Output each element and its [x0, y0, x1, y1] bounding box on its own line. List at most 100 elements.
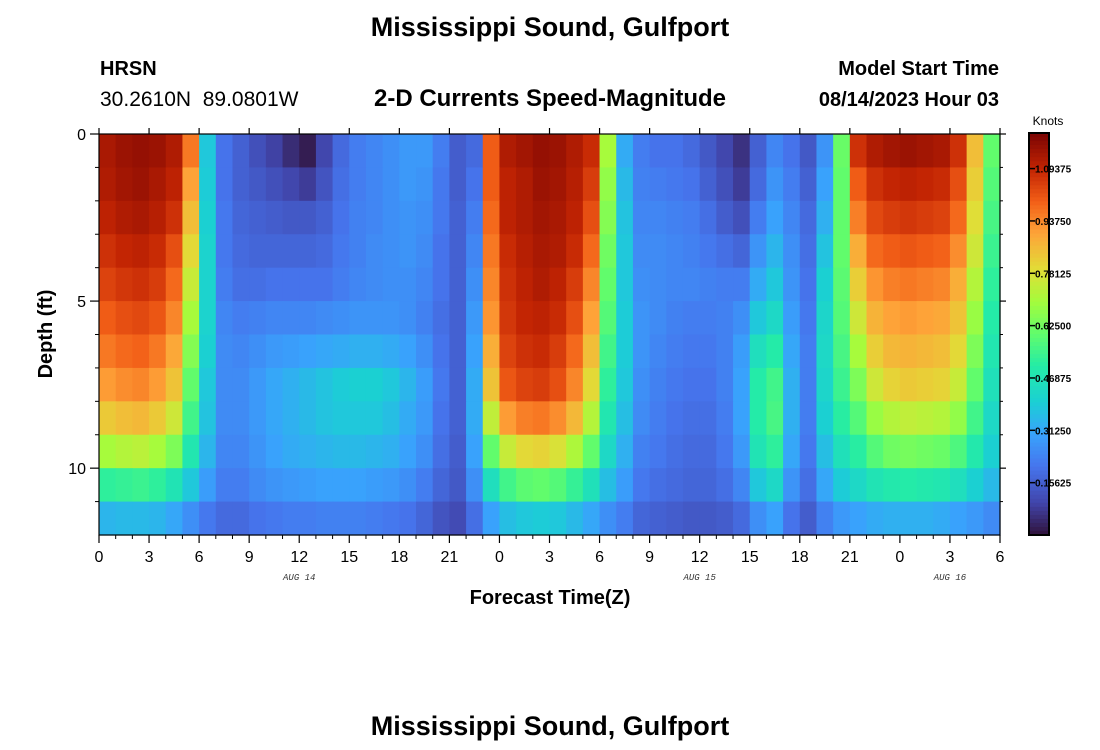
heatmap-cell: [883, 434, 901, 469]
heatmap-cell: [766, 468, 784, 503]
colorbar-segment: [1029, 193, 1049, 198]
heatmap-cell: [799, 434, 818, 469]
colorbar-segment: [1029, 261, 1049, 267]
heatmap-cell: [332, 301, 350, 336]
heatmap-cell: [399, 468, 417, 503]
heatmap-cell: [482, 301, 501, 336]
colorbar-segment: [1029, 293, 1049, 299]
heatmap-cell: [699, 334, 717, 369]
heatmap-cell: [165, 234, 184, 269]
heatmap-cell: [666, 334, 684, 369]
colorbar-segment: [1029, 518, 1049, 524]
heatmap-cell: [866, 468, 884, 503]
heatmap-cell: [899, 167, 918, 202]
heatmap-cell: [966, 434, 984, 469]
heatmap-cell: [482, 234, 501, 269]
heatmap-cell: [466, 501, 484, 536]
colorbar-segment: [1029, 450, 1049, 456]
heatmap-cell: [449, 501, 467, 536]
heatmap-cell: [866, 167, 884, 202]
heatmap-cell: [199, 200, 217, 235]
heatmap-cell: [532, 434, 551, 469]
heatmap-cell: [499, 468, 517, 503]
heatmap-cell: [616, 434, 634, 469]
heatmap-cell: [966, 301, 984, 336]
heatmap-cell: [416, 468, 434, 503]
heatmap-cell: [149, 334, 167, 369]
heatmap-cell: [149, 200, 167, 235]
heatmap-cell: [432, 167, 450, 202]
heatmap-cell: [616, 200, 634, 235]
heatmap-cell: [649, 134, 667, 169]
heatmap-cell: [215, 334, 234, 369]
heatmap-cell: [983, 234, 1001, 269]
heatmap-cell: [566, 200, 584, 235]
heatmap-cell: [332, 501, 350, 536]
heatmap-cell: [199, 334, 217, 369]
heatmap-cell: [466, 267, 484, 302]
colorbar-tick-label: 0.31250: [1035, 426, 1072, 437]
colorbar-segment: [1029, 185, 1049, 190]
colorbar-segment: [1029, 530, 1049, 536]
colorbar-segment: [1029, 133, 1049, 138]
heatmap-cell: [315, 334, 334, 369]
heatmap-cell: [816, 434, 834, 469]
heatmap-cell: [649, 367, 667, 402]
colorbar-segment: [1029, 245, 1049, 251]
heatmap-cell: [132, 134, 150, 169]
heatmap-cell: [599, 401, 617, 436]
heatmap-cell: [265, 401, 284, 436]
heatmap-cell: [566, 134, 584, 169]
heatmap-cell: [733, 167, 751, 202]
heatmap-cell: [466, 367, 484, 402]
x-tick-label: 6: [195, 549, 204, 566]
heatmap-cell: [449, 134, 467, 169]
heatmap-cell: [132, 334, 150, 369]
x-tick-label: 15: [340, 549, 358, 566]
heatmap-cell: [499, 134, 517, 169]
heatmap-cell: [949, 401, 968, 436]
heatmap-cell: [582, 434, 601, 469]
heatmap-cell: [299, 167, 317, 202]
heatmap-cell: [816, 301, 834, 336]
heatmap-cell: [132, 267, 150, 302]
heatmap-cell: [115, 434, 133, 469]
heatmap-cell: [599, 434, 617, 469]
heatmap-cell: [716, 267, 734, 302]
colorbar-segment: [1029, 321, 1049, 327]
heatmap-cell: [616, 501, 634, 536]
heatmap-cell: [449, 167, 467, 202]
heatmap-cell: [699, 134, 717, 169]
heatmap-cell: [883, 134, 901, 169]
heatmap-cell: [649, 234, 667, 269]
heatmap-cell: [382, 468, 400, 503]
colorbar-unit: Knots: [1033, 114, 1064, 128]
heatmap-cell: [899, 134, 918, 169]
heatmap-cell: [849, 468, 868, 503]
heatmap-cell: [666, 401, 684, 436]
colorbar-segment: [1029, 402, 1049, 407]
colorbar-segment: [1029, 370, 1049, 375]
heatmap-cell: [215, 167, 234, 202]
heatmap-cell: [699, 468, 717, 503]
colorbar-segment: [1029, 398, 1049, 403]
colorbar-tick-label: 1.09375: [1035, 165, 1072, 176]
heatmap-cell: [883, 267, 901, 302]
heatmap-cell: [783, 167, 801, 202]
heatmap-cell: [382, 334, 400, 369]
colorbar-segment: [1029, 482, 1049, 488]
heatmap-cell: [182, 301, 200, 336]
heatmap-cell: [199, 367, 217, 402]
heatmap-cell: [766, 267, 784, 302]
colorbar-segment: [1029, 197, 1049, 202]
heatmap-cell: [165, 367, 184, 402]
heatmap-cell: [916, 434, 934, 469]
heatmap-cell: [833, 200, 851, 235]
heatmap-cell: [182, 234, 200, 269]
heatmap-cell: [899, 434, 918, 469]
y-tick-label: 0: [77, 127, 86, 144]
heatmap-cell: [783, 367, 801, 402]
colorbar-tick-label: 0.15625: [1035, 479, 1072, 490]
heatmap-cell: [282, 501, 300, 536]
heatmap-cell: [833, 334, 851, 369]
